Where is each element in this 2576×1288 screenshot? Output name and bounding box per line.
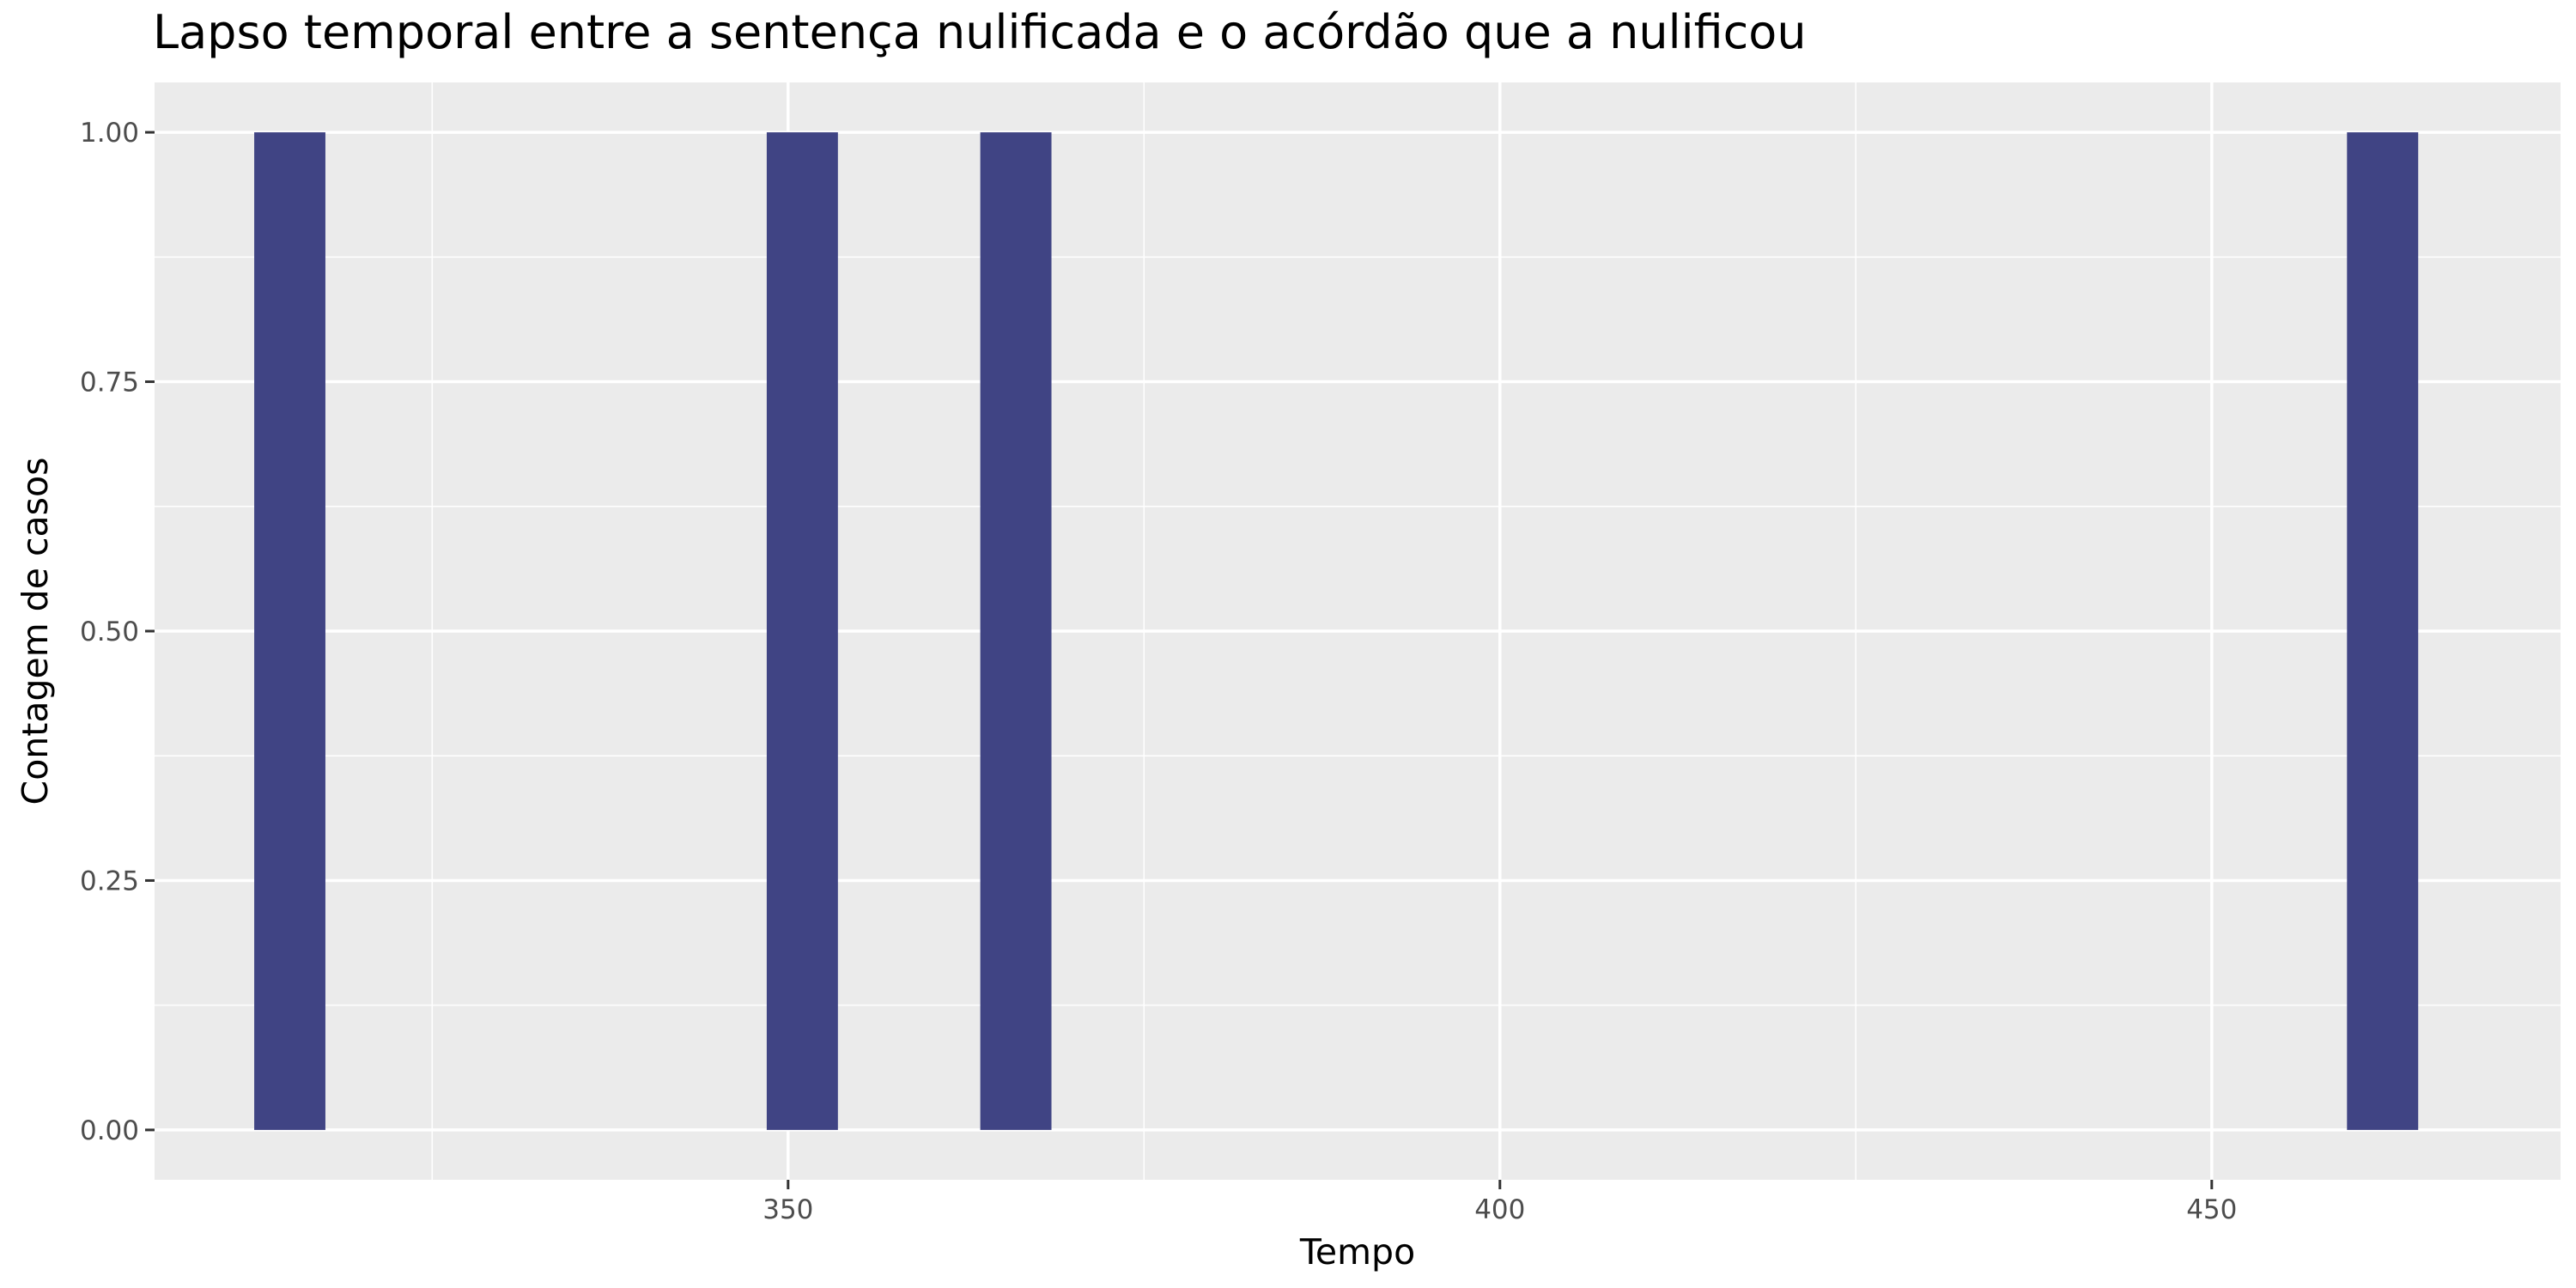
y-tick-label: 0.00 [80,1115,139,1146]
x-tick-label: 350 [762,1194,813,1225]
x-tick-label: 450 [2186,1194,2237,1225]
grid-lines [155,82,2561,1180]
histogram-bar [766,132,838,1130]
bars [254,132,2419,1130]
histogram-bar [254,132,325,1130]
y-tick-label: 0.50 [80,617,139,647]
y-tick-label: 0.25 [80,866,139,896]
histogram-bar [980,132,1052,1130]
axes: 0.00 0.25 0.50 0.75 1.00 350 400 450 [80,118,2237,1225]
y-tick-label: 0.75 [80,368,139,398]
y-axis-title: Contagem de casos [15,458,56,805]
x-axis-title: Tempo [1299,1231,1415,1273]
histogram-bar [2347,132,2419,1130]
y-tick-label: 1.00 [80,118,139,149]
x-tick-label: 400 [1474,1194,1525,1225]
chart-title: Lapso temporal entre a sentença nulifica… [153,5,1807,59]
